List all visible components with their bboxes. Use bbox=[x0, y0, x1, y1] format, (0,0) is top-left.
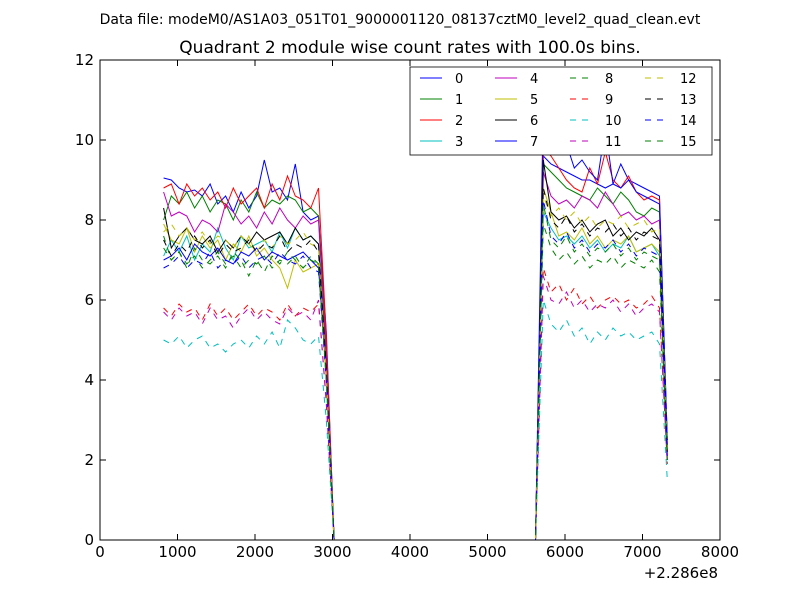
legend-label-11: 11 bbox=[605, 135, 622, 150]
legend-label-1: 1 bbox=[455, 93, 463, 108]
chart-title: Quadrant 2 module wise count rates with … bbox=[179, 38, 640, 58]
y-tick-label: 10 bbox=[75, 131, 94, 149]
legend-label-2: 2 bbox=[455, 114, 463, 129]
legend-label-8: 8 bbox=[605, 72, 613, 87]
y-tick-label: 6 bbox=[84, 291, 94, 309]
legend-label-14: 14 bbox=[680, 114, 697, 129]
legend-label-15: 15 bbox=[680, 135, 697, 150]
x-tick-label: 6000 bbox=[546, 543, 584, 561]
x-tick-label: 4000 bbox=[391, 543, 429, 561]
x-tick-label: 5000 bbox=[468, 543, 506, 561]
legend-label-6: 6 bbox=[530, 114, 538, 129]
y-tick-label: 4 bbox=[84, 371, 94, 389]
y-tick-label: 2 bbox=[84, 451, 94, 469]
legend-box bbox=[409, 66, 713, 156]
legend-label-13: 13 bbox=[680, 93, 697, 108]
y-tick-label: 8 bbox=[84, 211, 94, 229]
legend-label-12: 12 bbox=[680, 72, 697, 87]
x-tick-label: 2000 bbox=[236, 543, 274, 561]
x-tick-label: 3000 bbox=[313, 543, 351, 561]
legend-label-7: 7 bbox=[530, 135, 538, 150]
x-tick-label: 0 bbox=[95, 543, 105, 561]
data-file-label: Data file: modeM0/AS1A03_051T01_90000011… bbox=[100, 12, 701, 28]
tick-layer: 0 1000 2000 3000 4000 5000 6000 7000 80000246810… bbox=[75, 51, 739, 561]
legend-label-3: 3 bbox=[455, 135, 463, 150]
legend-label-10: 10 bbox=[605, 114, 622, 129]
series-line-13 bbox=[163, 187, 668, 541]
legend-label-5: 5 bbox=[530, 93, 538, 108]
y-tick-label: 12 bbox=[75, 51, 94, 69]
legend-label-0: 0 bbox=[455, 72, 463, 87]
y-tick-label: 0 bbox=[84, 531, 94, 549]
x-offset-label: +2.286e8 bbox=[644, 564, 718, 582]
legend-label-4: 4 bbox=[530, 72, 538, 87]
x-tick-label: 1000 bbox=[158, 543, 196, 561]
legend-label-9: 9 bbox=[605, 93, 613, 108]
series-line-15 bbox=[163, 203, 668, 541]
plot-frame bbox=[99, 59, 721, 541]
x-tick-label: 8000 bbox=[701, 543, 739, 561]
x-tick-label: 7000 bbox=[623, 543, 661, 561]
